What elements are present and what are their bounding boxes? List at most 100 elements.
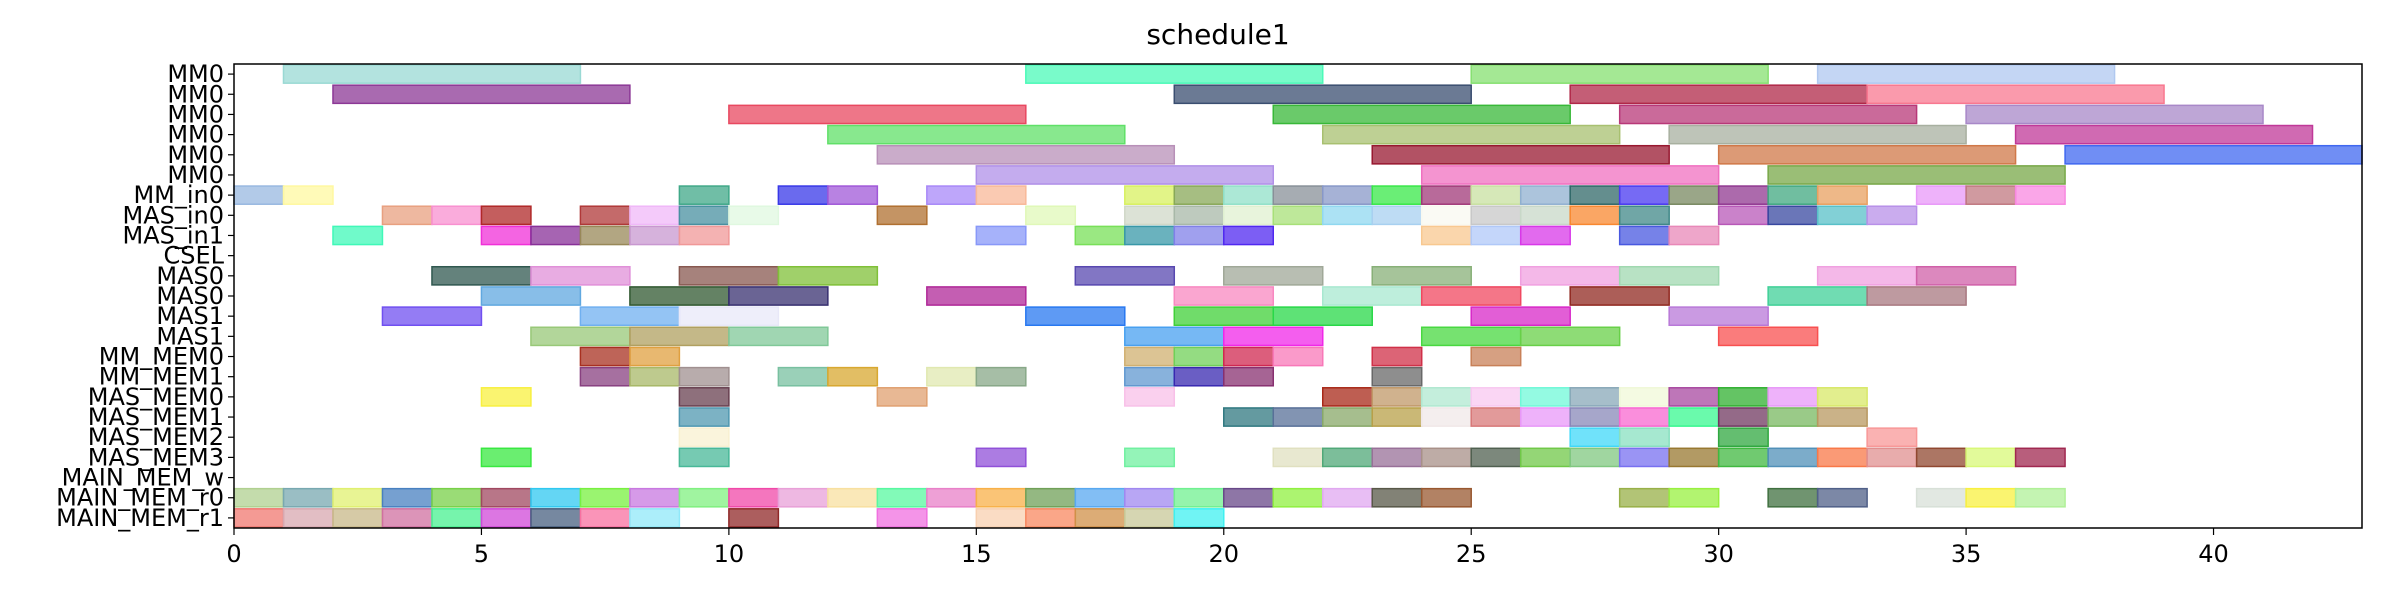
task-bar [778, 489, 827, 507]
task-bar [1669, 408, 1718, 426]
task-bar [1372, 267, 1471, 285]
task-bar [729, 105, 1026, 123]
task-bar [481, 489, 530, 507]
x-tick-label: 0 [226, 540, 241, 568]
task-bar [1521, 408, 1570, 426]
task-bar [1224, 206, 1273, 224]
task-bar [927, 489, 976, 507]
task-bar [1471, 186, 1520, 204]
task-bar [432, 206, 481, 224]
task-bar [1768, 408, 1817, 426]
task-bar [828, 368, 877, 386]
x-tick-label: 15 [961, 540, 992, 568]
task-bar [1570, 186, 1619, 204]
task-bars [234, 65, 2362, 527]
task-bar [1422, 327, 1521, 345]
y-axis-labels: MM0MM0MM0MM0MM0MM0MM_in0MAS_in0MAS_in1CS… [56, 60, 234, 532]
task-bar [382, 509, 431, 527]
task-bar [1224, 368, 1273, 386]
task-bar [1471, 408, 1520, 426]
task-bar [1273, 408, 1322, 426]
task-bar [1867, 428, 1916, 446]
task-bar [927, 287, 1026, 305]
task-bar [1273, 206, 1322, 224]
task-bar [1372, 146, 1669, 164]
task-bar [1323, 126, 1620, 144]
task-bar [1669, 448, 1718, 466]
task-bar [1570, 408, 1619, 426]
task-bar [828, 186, 877, 204]
task-bar [1521, 327, 1620, 345]
task-bar [1719, 408, 1768, 426]
task-bar [1224, 267, 1323, 285]
task-bar [630, 226, 679, 244]
task-bar [679, 448, 728, 466]
task-bar [1372, 408, 1421, 426]
task-bar [1422, 287, 1521, 305]
task-bar [580, 226, 629, 244]
task-bar [1372, 186, 1421, 204]
task-bar [1224, 347, 1273, 365]
task-bar [1125, 347, 1174, 365]
task-bar [1620, 226, 1669, 244]
task-bar [1075, 489, 1124, 507]
task-bar [1521, 226, 1570, 244]
task-bar [1818, 65, 2115, 83]
task-bar [1867, 85, 2164, 103]
task-bar [1768, 166, 2065, 184]
task-bar [1570, 428, 1619, 446]
task-bar [1620, 388, 1669, 406]
task-bar [1768, 489, 1817, 507]
task-bar [828, 126, 1125, 144]
chart-title: schedule1 [1146, 18, 1289, 51]
task-bar [1471, 448, 1520, 466]
task-bar [1719, 428, 1768, 446]
task-bar [1570, 448, 1619, 466]
task-bar [481, 448, 530, 466]
y-tick-label: MAIN_MEM_r1 [56, 504, 224, 532]
x-axis: 0 5 10 15 20 25 30 35 40 [226, 528, 2228, 568]
task-bar [976, 226, 1025, 244]
task-bar [1174, 186, 1223, 204]
task-bar [1125, 388, 1174, 406]
task-bar [679, 206, 728, 224]
task-bar [1125, 327, 1224, 345]
task-bar [1174, 226, 1223, 244]
task-bar [1917, 267, 2016, 285]
task-bar [1026, 65, 1323, 83]
task-bar [1669, 489, 1718, 507]
task-bar [778, 368, 827, 386]
x-tick-label: 25 [1456, 540, 1487, 568]
task-bar [1620, 186, 1669, 204]
task-bar [1224, 226, 1273, 244]
task-bar [1273, 448, 1322, 466]
task-bar [1917, 489, 1966, 507]
task-bar [877, 489, 926, 507]
task-bar [1323, 408, 1372, 426]
task-bar [1075, 509, 1124, 527]
x-tick-label: 20 [1208, 540, 1239, 568]
task-bar [1273, 307, 1372, 325]
task-bar [1471, 206, 1520, 224]
task-bar [679, 408, 728, 426]
task-bar [283, 186, 332, 204]
task-bar [1917, 186, 1966, 204]
task-bar [679, 428, 728, 446]
task-bar [630, 287, 729, 305]
task-bar [1917, 448, 1966, 466]
task-bar [432, 489, 481, 507]
task-bar [1471, 226, 1520, 244]
task-bar [1768, 186, 1817, 204]
task-bar [580, 307, 679, 325]
task-bar [1570, 85, 1867, 103]
task-bar [1125, 368, 1174, 386]
task-bar [630, 368, 679, 386]
task-bar [1323, 388, 1372, 406]
task-bar [1521, 267, 1620, 285]
task-bar [1867, 287, 1966, 305]
task-bar [1471, 307, 1570, 325]
task-bar [1768, 287, 1867, 305]
task-bar [1966, 448, 2015, 466]
task-bar [1075, 267, 1174, 285]
task-bar [877, 146, 1174, 164]
